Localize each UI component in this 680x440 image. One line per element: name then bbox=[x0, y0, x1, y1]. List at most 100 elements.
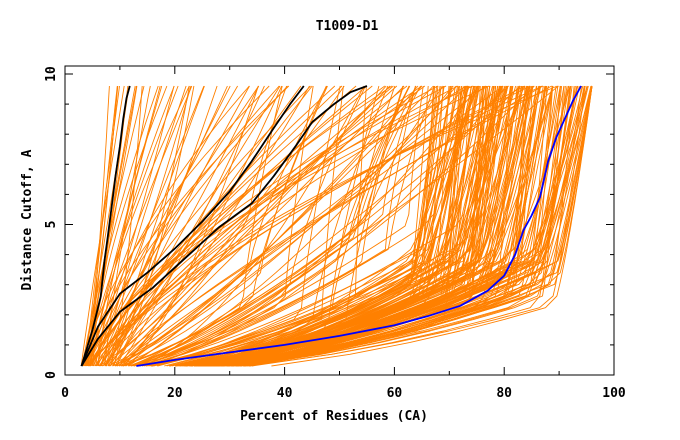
x-tick-label: 80 bbox=[496, 386, 512, 401]
bundle-line bbox=[145, 85, 341, 367]
bundle-line bbox=[121, 85, 559, 367]
bundle-line bbox=[95, 85, 250, 367]
bundle-line bbox=[156, 85, 508, 367]
bundle-line bbox=[150, 85, 467, 367]
bundle-line bbox=[87, 85, 373, 367]
bundle-line bbox=[93, 85, 205, 367]
bundle-line bbox=[118, 85, 327, 367]
bundle-line bbox=[98, 85, 175, 367]
bundle-line bbox=[231, 85, 578, 367]
bundle-line bbox=[169, 85, 389, 367]
bundle-line bbox=[243, 85, 593, 367]
highlighted-series-group bbox=[80, 85, 582, 367]
bundle-line bbox=[145, 85, 404, 367]
x-tick-label: 20 bbox=[167, 386, 183, 401]
chart-title: T1009-D1 bbox=[316, 19, 379, 34]
bundle-line bbox=[218, 85, 550, 367]
bundle-line bbox=[130, 85, 417, 367]
bundle-line bbox=[95, 85, 426, 367]
bundle-line bbox=[131, 85, 435, 367]
y-tick-label: 10 bbox=[44, 66, 59, 82]
bundle-line bbox=[113, 85, 205, 367]
bundle-line bbox=[136, 85, 411, 367]
bundle-line bbox=[86, 85, 159, 367]
bundle-line bbox=[221, 85, 487, 367]
bundle-line bbox=[206, 85, 464, 367]
bundle-line bbox=[107, 85, 398, 367]
axes: 0 20 40 60 80 100 0 5 10 bbox=[44, 65, 626, 401]
bundle-line bbox=[151, 85, 501, 367]
bundle-line bbox=[85, 85, 129, 367]
bundle-line bbox=[83, 85, 290, 367]
bundle-line bbox=[204, 85, 500, 367]
bundle-line bbox=[228, 85, 554, 367]
bundle-line bbox=[143, 85, 365, 367]
bundle-line bbox=[217, 85, 502, 367]
bundle-line bbox=[213, 85, 506, 367]
bundle-line bbox=[141, 85, 442, 367]
highlighted-series-line-2 bbox=[80, 85, 305, 367]
bundle-line bbox=[198, 85, 441, 367]
bundle-line bbox=[114, 85, 281, 367]
bundle-line bbox=[200, 85, 501, 367]
x-axis-label: Percent of Residues (CA) bbox=[240, 409, 428, 424]
x-tick-label: 0 bbox=[61, 386, 69, 401]
bundle-line bbox=[133, 85, 424, 367]
bundle-line bbox=[101, 85, 345, 367]
x-tick-label: 40 bbox=[277, 386, 293, 401]
bundle-line bbox=[181, 85, 451, 367]
bundle-line bbox=[128, 85, 419, 367]
bundle-line bbox=[213, 85, 531, 367]
bundle-line bbox=[125, 85, 328, 367]
bundle-line bbox=[105, 85, 218, 367]
bundle-line bbox=[98, 85, 408, 367]
bundle-line bbox=[245, 85, 578, 367]
x-tick-label: 60 bbox=[387, 386, 403, 401]
bundle-line bbox=[207, 85, 540, 367]
bundle-line bbox=[104, 85, 531, 367]
bundle-line bbox=[88, 85, 161, 367]
orange-series-bundle bbox=[80, 85, 593, 367]
bundle-line bbox=[82, 85, 145, 367]
bundle-line bbox=[104, 85, 367, 367]
bundle-line bbox=[96, 85, 288, 367]
bundle-line bbox=[201, 85, 480, 367]
bundle-line bbox=[194, 85, 435, 367]
bundle-line bbox=[104, 85, 151, 367]
bundle-line bbox=[82, 85, 270, 367]
bundle-line bbox=[271, 85, 593, 367]
y-axis-label: Distance Cutoff, A bbox=[20, 149, 35, 290]
bundle-line bbox=[235, 85, 541, 367]
bundle-line bbox=[102, 85, 447, 367]
bundle-line bbox=[228, 85, 561, 367]
bundle-line bbox=[113, 85, 250, 367]
bundle-line bbox=[142, 85, 396, 367]
bundle-line bbox=[157, 85, 410, 367]
x-tick-label: 100 bbox=[602, 386, 626, 401]
bundle-line bbox=[99, 85, 259, 367]
bundle-line bbox=[139, 85, 416, 367]
y-tick-label: 5 bbox=[44, 221, 59, 229]
highlighted-series-line-1 bbox=[80, 85, 131, 367]
highlighted-series-line-4 bbox=[136, 85, 582, 367]
bundle-line bbox=[109, 85, 190, 367]
bundle-line bbox=[107, 85, 231, 367]
bundle-line bbox=[108, 85, 558, 367]
bundle-line bbox=[91, 85, 175, 367]
bundle-line bbox=[236, 85, 593, 367]
bundle-line bbox=[169, 85, 380, 367]
bundle-line bbox=[116, 85, 313, 367]
bundle-line bbox=[124, 85, 486, 367]
bundle-line bbox=[130, 85, 509, 367]
bundle-line bbox=[150, 85, 491, 367]
bundle-line bbox=[80, 85, 125, 367]
y-tick-label: 0 bbox=[44, 371, 59, 379]
bundle-line bbox=[116, 85, 423, 367]
bundle-line bbox=[91, 85, 190, 367]
bundle-line bbox=[94, 85, 543, 367]
highlighted-series-line-3 bbox=[80, 85, 368, 367]
bundle-line bbox=[208, 85, 469, 367]
bundle-line bbox=[151, 85, 470, 367]
